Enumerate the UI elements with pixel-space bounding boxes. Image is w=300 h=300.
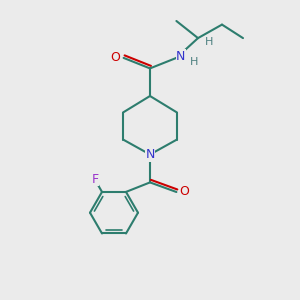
Text: N: N bbox=[176, 50, 186, 63]
Text: O: O bbox=[180, 185, 189, 198]
Text: O: O bbox=[111, 51, 120, 64]
Text: H: H bbox=[190, 57, 199, 68]
Text: F: F bbox=[92, 173, 99, 186]
Text: N: N bbox=[145, 148, 155, 161]
Text: H: H bbox=[205, 37, 214, 47]
